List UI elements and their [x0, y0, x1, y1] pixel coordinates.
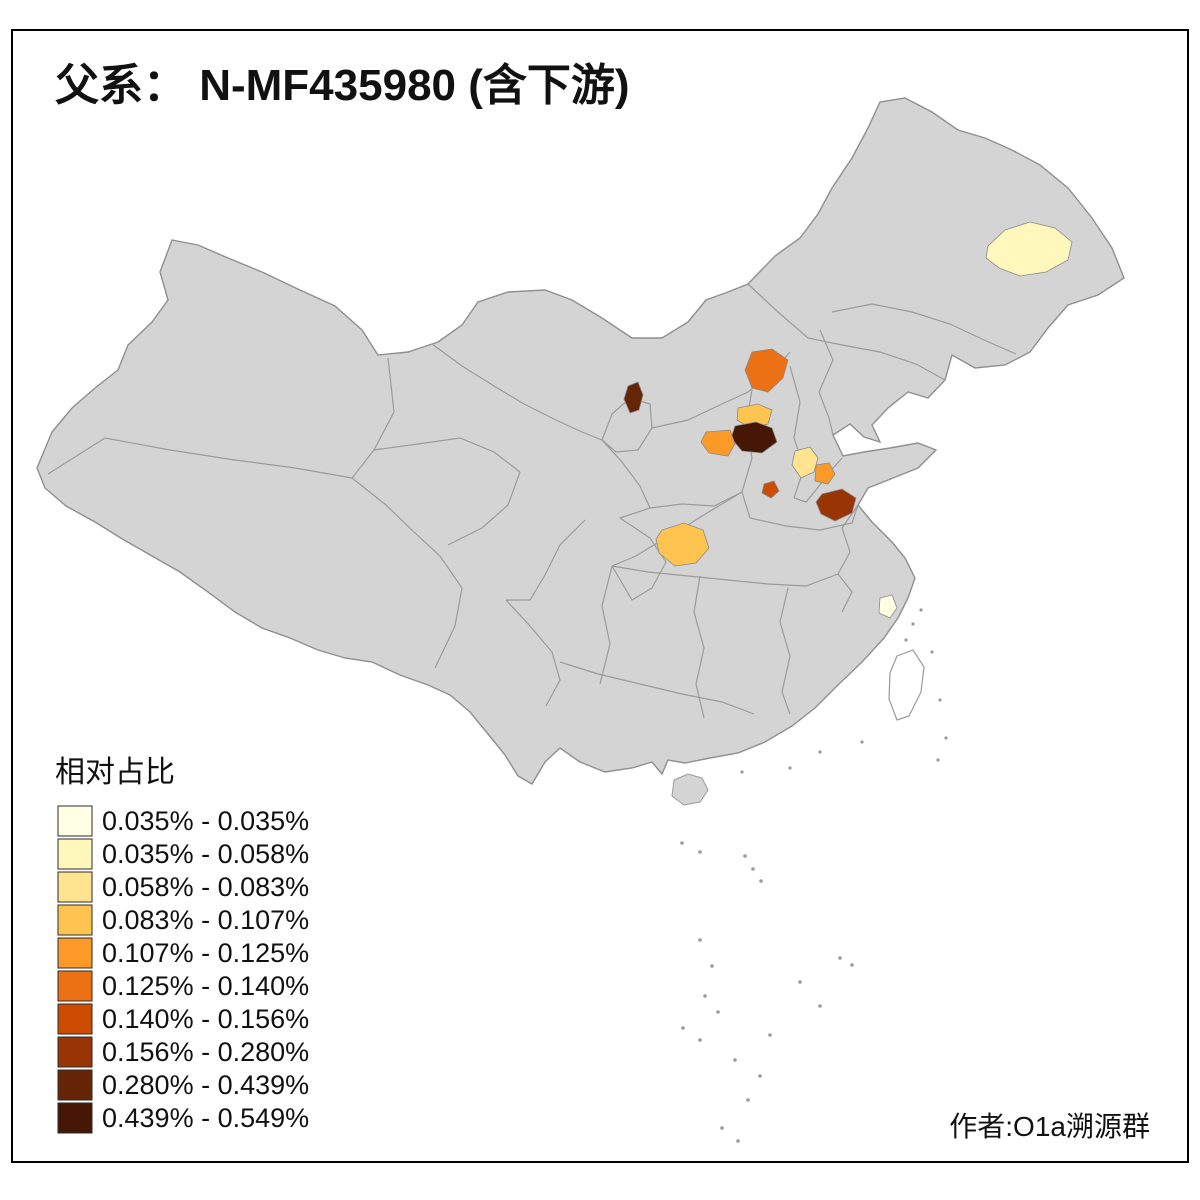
legend-row: 0.280% - 0.439%: [57, 1069, 309, 1101]
page-title: 父系： N-MF435980 (含下游): [55, 61, 630, 110]
legend-label-3: 0.083% - 0.107%: [102, 905, 309, 935]
plot-frame: [11, 29, 1189, 1163]
legend-label-2: 0.058% - 0.083%: [102, 872, 309, 902]
author-credit: 作者:O1a溯源群: [949, 1111, 1150, 1142]
legend-swatch-5: [57, 970, 93, 1002]
legend-label-5: 0.125% - 0.140%: [102, 971, 309, 1001]
legend-label-0: 0.035% - 0.035%: [102, 806, 309, 836]
legend-label-9: 0.439% - 0.549%: [102, 1103, 309, 1133]
legend-row: 0.140% - 0.156%: [57, 1003, 309, 1035]
legend-swatch-7: [57, 1036, 93, 1068]
legend-label-1: 0.035% - 0.058%: [102, 839, 309, 869]
legend-row: 0.439% - 0.549%: [57, 1102, 309, 1134]
legend-label-8: 0.280% - 0.439%: [102, 1070, 309, 1100]
legend-label-6: 0.140% - 0.156%: [102, 1004, 309, 1034]
legend-row: 0.058% - 0.083%: [57, 871, 309, 903]
legend-swatch-6: [57, 1003, 93, 1035]
region-north-shaanxi-yulin: [744, 348, 789, 393]
legend-swatch-8: [57, 1069, 93, 1101]
region-chongqing-light-orange: [655, 522, 710, 567]
region-north-henan-orange: [814, 462, 836, 485]
taiwan-island-shape: [888, 649, 925, 721]
hainan-island-shape: [671, 773, 709, 806]
legend-title: 相对占比: [55, 756, 175, 789]
legend-row: 0.035% - 0.058%: [57, 838, 309, 870]
legend-row: 0.083% - 0.107%: [57, 904, 309, 936]
region-central-shaanxi-west: [700, 429, 736, 457]
region-central-shaanxi-north: [736, 403, 773, 429]
legend-row: 0.125% - 0.140%: [57, 970, 309, 1002]
legend-row: 0.035% - 0.035%: [57, 805, 309, 837]
legend: 相对占比 0.035% - 0.035% 0.035% - 0.058% 0.0…: [55, 756, 309, 1134]
region-ningxia-small-dark: [623, 381, 644, 414]
legend-row: 0.156% - 0.280%: [57, 1036, 309, 1068]
china-mainland-shape: [36, 97, 1125, 785]
legend-swatch-3: [57, 904, 93, 936]
region-south-shaanxi-small-red: [761, 480, 780, 499]
highlighted-regions: [623, 221, 1073, 619]
region-southeast-shanxi-pale: [791, 446, 819, 479]
region-zhejiang-coast-pale: [878, 594, 898, 619]
legend-label-7: 0.156% - 0.280%: [102, 1037, 309, 1067]
region-northeast-heilongjiang: [985, 221, 1073, 277]
legend-swatch-9: [57, 1102, 93, 1134]
legend-row: 0.107% - 0.125%: [57, 937, 309, 969]
legend-label-4: 0.107% - 0.125%: [102, 938, 309, 968]
legend-swatch-1: [57, 838, 93, 870]
south-china-sea-islets: [680, 608, 948, 1143]
region-east-henan-dark-red: [815, 488, 857, 522]
legend-swatch-4: [57, 937, 93, 969]
legend-swatch-2: [57, 871, 93, 903]
legend-swatch-0: [57, 805, 93, 837]
